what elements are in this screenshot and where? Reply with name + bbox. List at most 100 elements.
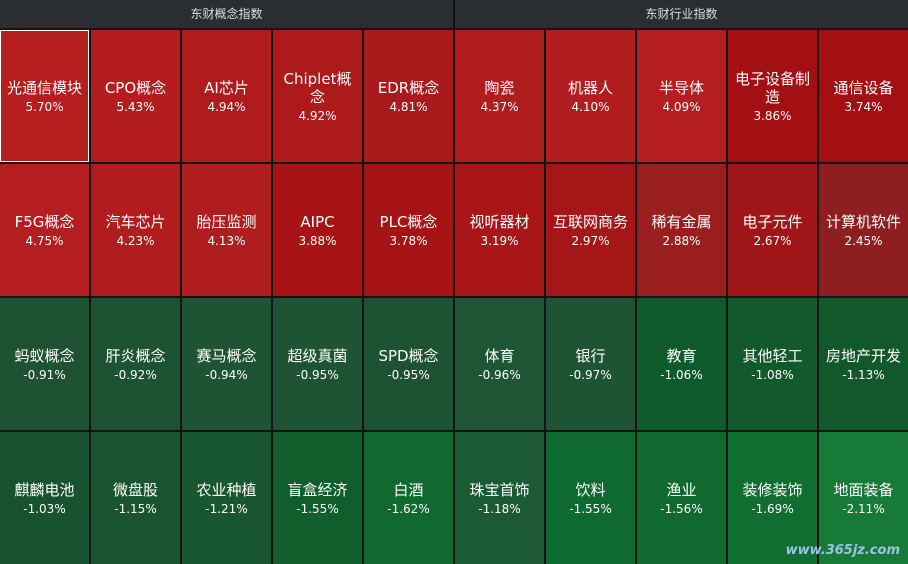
tile[interactable]: 农业种植 -1.21% [182, 432, 271, 564]
tile[interactable]: PLC概念 3.78% [364, 164, 453, 296]
tile-name: 房地产开发 [825, 346, 901, 365]
tile[interactable]: F5G概念 4.75% [0, 164, 89, 296]
tile[interactable]: 电子元件 2.67% [728, 164, 817, 296]
tile[interactable]: 白酒 -1.62% [364, 432, 453, 564]
tile[interactable]: 珠宝首饰 -1.18% [455, 432, 544, 564]
tile-name: 饮料 [575, 480, 606, 499]
tile[interactable]: 房地产开发 -1.13% [819, 298, 908, 430]
tile-change: 3.19% [480, 233, 519, 248]
tile-change: -1.56% [660, 501, 703, 516]
tile-name: AIPC [300, 212, 335, 231]
tile-change: -1.18% [478, 501, 521, 516]
tile-change: -0.97% [569, 367, 612, 382]
tile[interactable]: CPO概念 5.43% [91, 30, 180, 162]
tile-name: 装修装饰 [742, 480, 803, 499]
tile-change: 2.45% [844, 233, 883, 248]
tile-change: -0.92% [114, 367, 157, 382]
tile[interactable]: 视听器材 3.19% [455, 164, 544, 296]
tile-name: SPD概念 [378, 346, 439, 365]
watermark: www.365jz.com [785, 543, 900, 558]
tile-name: 农业种植 [196, 480, 257, 499]
tile-change: -1.21% [205, 501, 248, 516]
tile[interactable]: 肝炎概念 -0.92% [91, 298, 180, 430]
tile-change: -0.95% [296, 367, 339, 382]
tile[interactable]: 超级真菌 -0.95% [273, 298, 362, 430]
tile-name: 电子设备制造 [734, 69, 810, 106]
tile[interactable]: 其他轻工 -1.08% [728, 298, 817, 430]
tile-change: 4.75% [25, 233, 64, 248]
tile[interactable]: AI芯片 4.94% [182, 30, 271, 162]
tile[interactable]: 胎压监测 4.13% [182, 164, 271, 296]
tile-name: 汽车芯片 [105, 212, 166, 231]
tile-name: 通信设备 [833, 78, 894, 97]
tile-name: 半导体 [658, 78, 704, 97]
tile[interactable]: 饮料 -1.55% [546, 432, 635, 564]
tile-change: -1.62% [387, 501, 430, 516]
tile-name: 地面装备 [833, 480, 894, 499]
tile[interactable]: 光通信模块 5.70% [0, 30, 89, 162]
tile-name: 麒麟电池 [14, 480, 75, 499]
tile-change: -0.96% [478, 367, 521, 382]
tile-change: 2.67% [753, 233, 792, 248]
tile-name: 盲盒经济 [287, 480, 348, 499]
tile-change: 3.74% [844, 99, 883, 114]
tile-name: 白酒 [393, 480, 424, 499]
tile[interactable]: 微盘股 -1.15% [91, 432, 180, 564]
tile[interactable]: 教育 -1.06% [637, 298, 726, 430]
tile[interactable]: SPD概念 -0.95% [364, 298, 453, 430]
tile[interactable]: 装修装饰 -1.69% [728, 432, 817, 564]
tile-name: 超级真菌 [287, 346, 348, 365]
tile[interactable]: 半导体 4.09% [637, 30, 726, 162]
tile[interactable]: 机器人 4.10% [546, 30, 635, 162]
tile[interactable]: 稀有金属 2.88% [637, 164, 726, 296]
tile-name: 微盘股 [112, 480, 158, 499]
tile-name: 互联网商务 [552, 212, 628, 231]
tile[interactable]: Chiplet概念 4.92% [273, 30, 362, 162]
tile-change: -2.11% [842, 501, 885, 516]
tile-name: 陶瓷 [484, 78, 515, 97]
tile[interactable]: 计算机软件 2.45% [819, 164, 908, 296]
tile[interactable]: 渔业 -1.56% [637, 432, 726, 564]
tile-change: 3.78% [389, 233, 428, 248]
tile-change: 5.70% [25, 99, 64, 114]
tile-change: -1.69% [751, 501, 794, 516]
tile-name: F5G概念 [14, 212, 75, 231]
panel: 东财行业指数 陶瓷 4.37% 机器人 4.10% 半导体 4.09% 电子设备制造 3.86%… [455, 0, 908, 564]
tile[interactable]: 汽车芯片 4.23% [91, 164, 180, 296]
tile[interactable]: 互联网商务 2.97% [546, 164, 635, 296]
tile-name: 电子元件 [742, 212, 803, 231]
tile-change: -1.15% [114, 501, 157, 516]
tile[interactable]: 地面装备 -2.11% [819, 432, 908, 564]
tile-name: AI芯片 [204, 78, 249, 97]
tile[interactable]: 陶瓷 4.37% [455, 30, 544, 162]
tile[interactable]: 银行 -0.97% [546, 298, 635, 430]
tile[interactable]: 电子设备制造 3.86% [728, 30, 817, 162]
tile[interactable]: AIPC 3.88% [273, 164, 362, 296]
tile-change: -0.95% [387, 367, 430, 382]
tile-change: -1.06% [660, 367, 703, 382]
tile-change: 4.10% [571, 99, 610, 114]
tile[interactable]: 体育 -0.96% [455, 298, 544, 430]
tile-change: 4.81% [389, 99, 428, 114]
tile-name: CPO概念 [104, 78, 167, 97]
tile-change: 4.92% [298, 108, 337, 123]
tile-change: -1.08% [751, 367, 794, 382]
tile-change: 5.43% [116, 99, 155, 114]
tile[interactable]: 赛马概念 -0.94% [182, 298, 271, 430]
tile-change: 4.13% [207, 233, 246, 248]
tile[interactable]: EDR概念 4.81% [364, 30, 453, 162]
tile-change: -1.03% [23, 501, 66, 516]
tile-change: 4.37% [480, 99, 519, 114]
tile-name: 蚂蚁概念 [14, 346, 75, 365]
tile-name: 体育 [484, 346, 515, 365]
tile-name: 胎压监测 [196, 212, 257, 231]
tile-name: 渔业 [666, 480, 697, 499]
tile[interactable]: 盲盒经济 -1.55% [273, 432, 362, 564]
tile-change: 4.09% [662, 99, 701, 114]
tile[interactable]: 蚂蚁概念 -0.91% [0, 298, 89, 430]
tile[interactable]: 麒麟电池 -1.03% [0, 432, 89, 564]
tile-name: Chiplet概念 [283, 69, 352, 106]
tile-change: -0.94% [205, 367, 248, 382]
tile[interactable]: 通信设备 3.74% [819, 30, 908, 162]
